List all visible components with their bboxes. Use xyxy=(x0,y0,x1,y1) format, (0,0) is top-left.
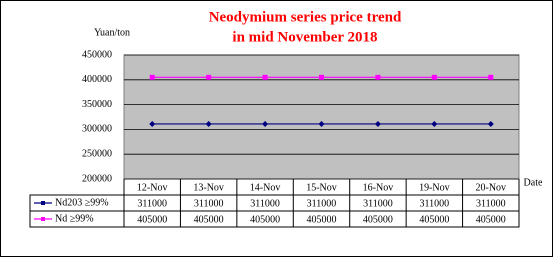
table-cell: 405000 xyxy=(419,214,449,225)
data-point xyxy=(487,120,494,127)
data-point xyxy=(149,120,156,127)
y-tick-label: 300000 xyxy=(82,124,112,135)
table-cell: 311000 xyxy=(363,198,393,209)
y-tick-label: 450000 xyxy=(82,49,112,60)
table-cell: 405000 xyxy=(250,214,280,225)
data-point xyxy=(319,74,324,80)
legend-label: Nd ≥99% xyxy=(55,213,94,224)
data-point xyxy=(205,120,212,127)
data-point xyxy=(262,74,268,80)
data-point xyxy=(431,120,438,127)
x-axis-label: Date xyxy=(524,177,543,188)
x-tick-label: 20-Nov xyxy=(476,182,507,193)
legend-label: Nd203 ≥99% xyxy=(55,197,109,208)
y-tick-label: 200000 xyxy=(82,173,112,184)
table-cell: 405000 xyxy=(194,214,224,225)
table-cell: 405000 xyxy=(137,214,167,225)
data-point xyxy=(488,74,494,80)
table-cell: 405000 xyxy=(476,214,506,225)
data-point xyxy=(149,74,155,80)
table-cell: 311000 xyxy=(476,198,506,209)
chart-title: Neodymium series price trend xyxy=(209,9,402,25)
chart-title: in mid November 2018 xyxy=(232,29,377,45)
data-point xyxy=(375,74,381,80)
data-point xyxy=(206,74,212,80)
table-cell: 405000 xyxy=(307,214,337,225)
table-cell: 311000 xyxy=(194,198,224,209)
y-tick-label: 250000 xyxy=(82,148,112,159)
x-tick-label: 15-Nov xyxy=(306,182,337,193)
x-tick-label: 13-Nov xyxy=(193,182,224,193)
data-point xyxy=(262,120,269,127)
table-cell: 311000 xyxy=(137,198,167,209)
x-tick-label: 19-Nov xyxy=(419,182,450,193)
data-point xyxy=(318,120,325,127)
x-tick-label: 14-Nov xyxy=(250,182,281,193)
plot-area xyxy=(123,54,520,180)
table-cell: 311000 xyxy=(420,198,450,209)
x-tick-label: 16-Nov xyxy=(363,182,394,193)
data-point xyxy=(374,120,381,127)
data-point xyxy=(431,74,437,80)
table-cell: 311000 xyxy=(250,198,280,209)
y-tick-label: 350000 xyxy=(82,99,112,110)
x-tick-label: 12-Nov xyxy=(137,182,168,193)
table-cell: 311000 xyxy=(307,198,337,209)
table-cell: 405000 xyxy=(363,214,393,225)
y-axis-label: Yuan/ton xyxy=(94,27,130,38)
legend-marker xyxy=(41,217,45,221)
legend-marker xyxy=(41,201,45,205)
y-tick-label: 400000 xyxy=(82,74,112,85)
